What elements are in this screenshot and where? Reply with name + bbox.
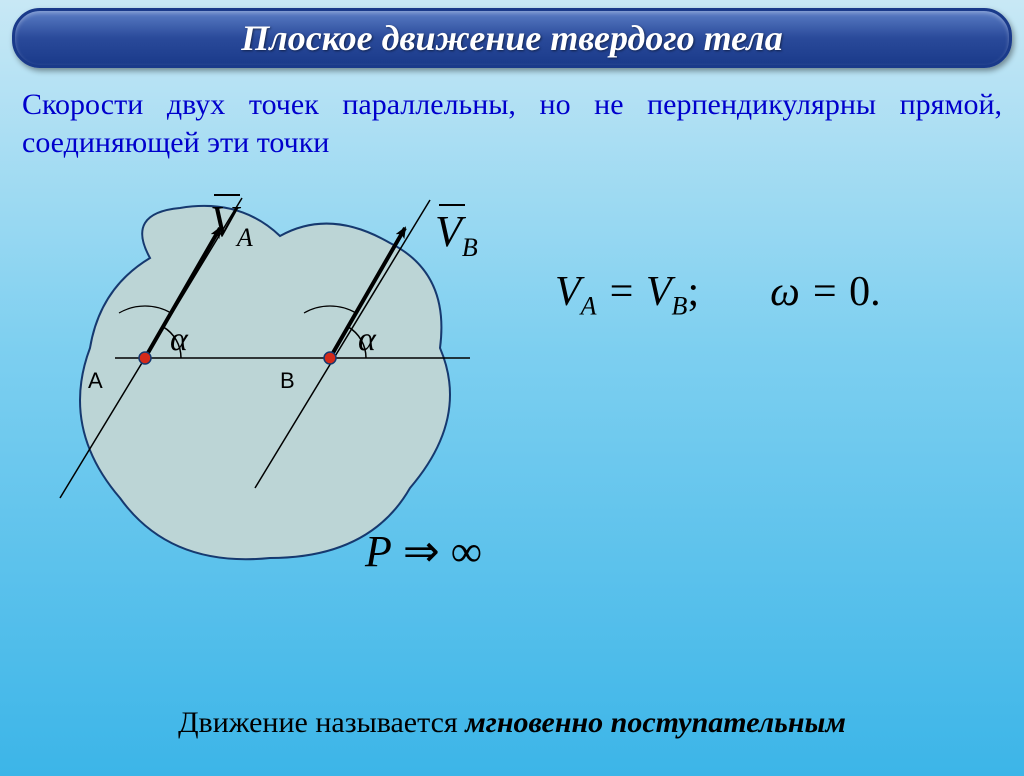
- description-text: Скорости двух точек параллельны, но не п…: [22, 86, 1002, 161]
- eq-implies: ⇒: [392, 527, 451, 576]
- eq-equals-2: =: [800, 269, 849, 315]
- bottom-caption: Движение называется мгновенно поступател…: [0, 706, 1024, 740]
- point-b-dot: [324, 352, 336, 364]
- vb-v: V: [435, 207, 462, 256]
- va-sub: A: [237, 223, 253, 252]
- vb-vector-label: VB: [435, 206, 478, 263]
- eq-zero: 0.: [849, 269, 881, 315]
- bottom-emphasis: мгновенно поступательным: [465, 706, 846, 739]
- alpha-label-a: α: [170, 321, 189, 358]
- main-equation: VA = VB; ω = 0.: [555, 268, 881, 321]
- eq-vb-v: V: [646, 269, 672, 315]
- title-bar: Плоское движение твердого тела: [12, 8, 1012, 68]
- point-b-label: B: [280, 368, 295, 393]
- eq-p-letter: P: [365, 527, 392, 576]
- eq-equals-1: =: [597, 269, 646, 315]
- eq-va-sub: A: [581, 291, 597, 320]
- eq-vb-sub: B: [672, 291, 688, 320]
- slide-title: Плоское движение твердого тела: [35, 17, 989, 59]
- va-v: V: [210, 197, 237, 246]
- vb-bar: [439, 204, 465, 206]
- point-a-dot: [139, 352, 151, 364]
- vb-sub: B: [462, 233, 478, 262]
- eq-semicolon: ;: [687, 269, 699, 315]
- va-bar: [214, 194, 240, 196]
- point-a-label: A: [88, 368, 103, 393]
- bottom-plain: Движение называется: [178, 706, 465, 739]
- eq-va-v: V: [555, 269, 581, 315]
- va-vector-label: VA: [210, 196, 253, 253]
- eq-infinity: ∞: [451, 527, 482, 576]
- alpha-label-b: α: [358, 321, 377, 358]
- eq-omega: ω: [770, 269, 800, 315]
- p-infinity-equation: P ⇒ ∞: [365, 526, 482, 577]
